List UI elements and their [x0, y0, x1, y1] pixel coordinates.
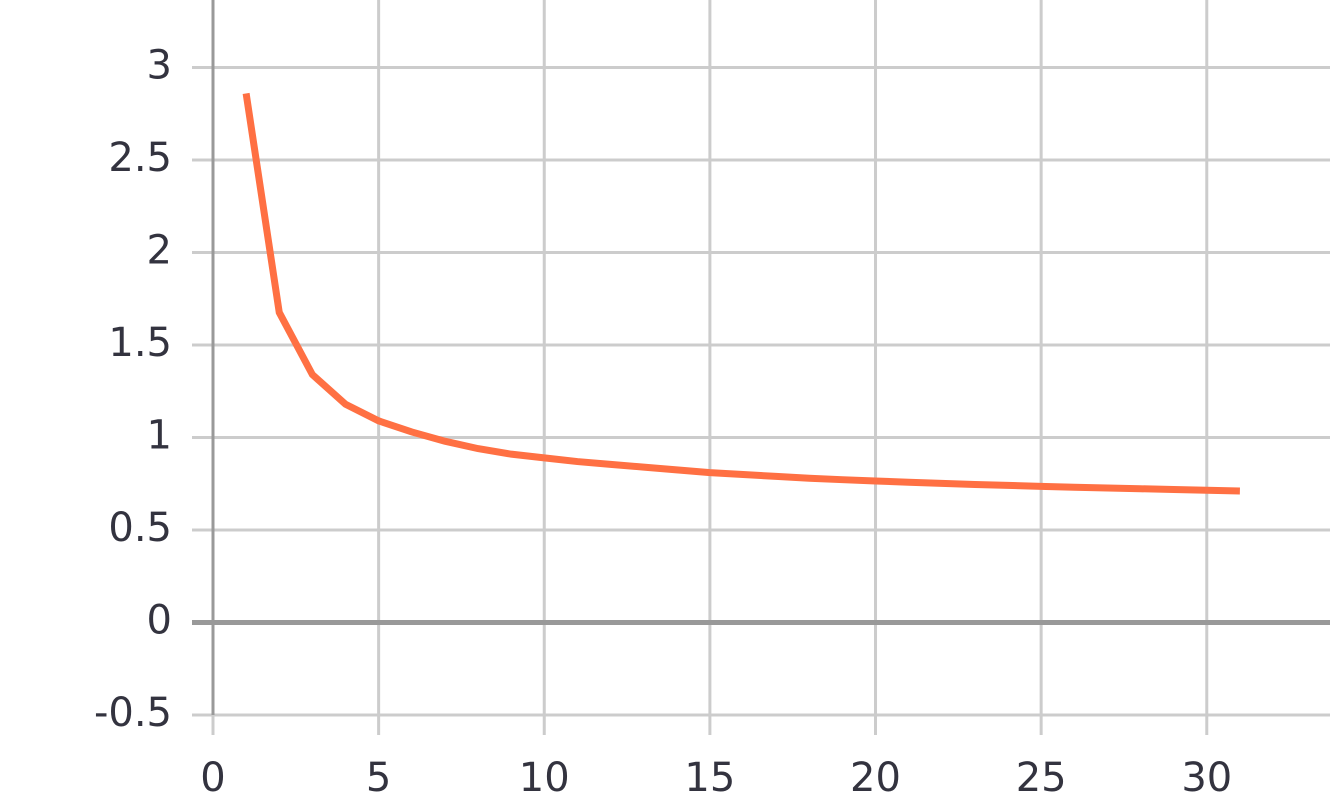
- y-tick-label: 3: [147, 43, 172, 89]
- x-tick-label: 10: [519, 755, 570, 801]
- y-tick-label: 1: [147, 413, 172, 459]
- x-tick-label: 30: [1181, 755, 1232, 801]
- y-tick-label: 2.5: [108, 135, 172, 181]
- y-tick-label: 0.5: [108, 505, 172, 551]
- x-tick-label: 5: [366, 755, 391, 801]
- x-tick-label: 25: [1016, 755, 1067, 801]
- y-tick-label: 1.5: [108, 320, 172, 366]
- x-tick-label: 0: [200, 755, 225, 801]
- series-line: [242, 92, 1240, 495]
- y-tick-label: -0.5: [94, 690, 172, 736]
- x-tick-label: 15: [684, 755, 735, 801]
- x-tick-label: 20: [850, 755, 901, 801]
- y-tick-label: 0: [147, 598, 172, 644]
- y-tick-label: 2: [147, 228, 172, 274]
